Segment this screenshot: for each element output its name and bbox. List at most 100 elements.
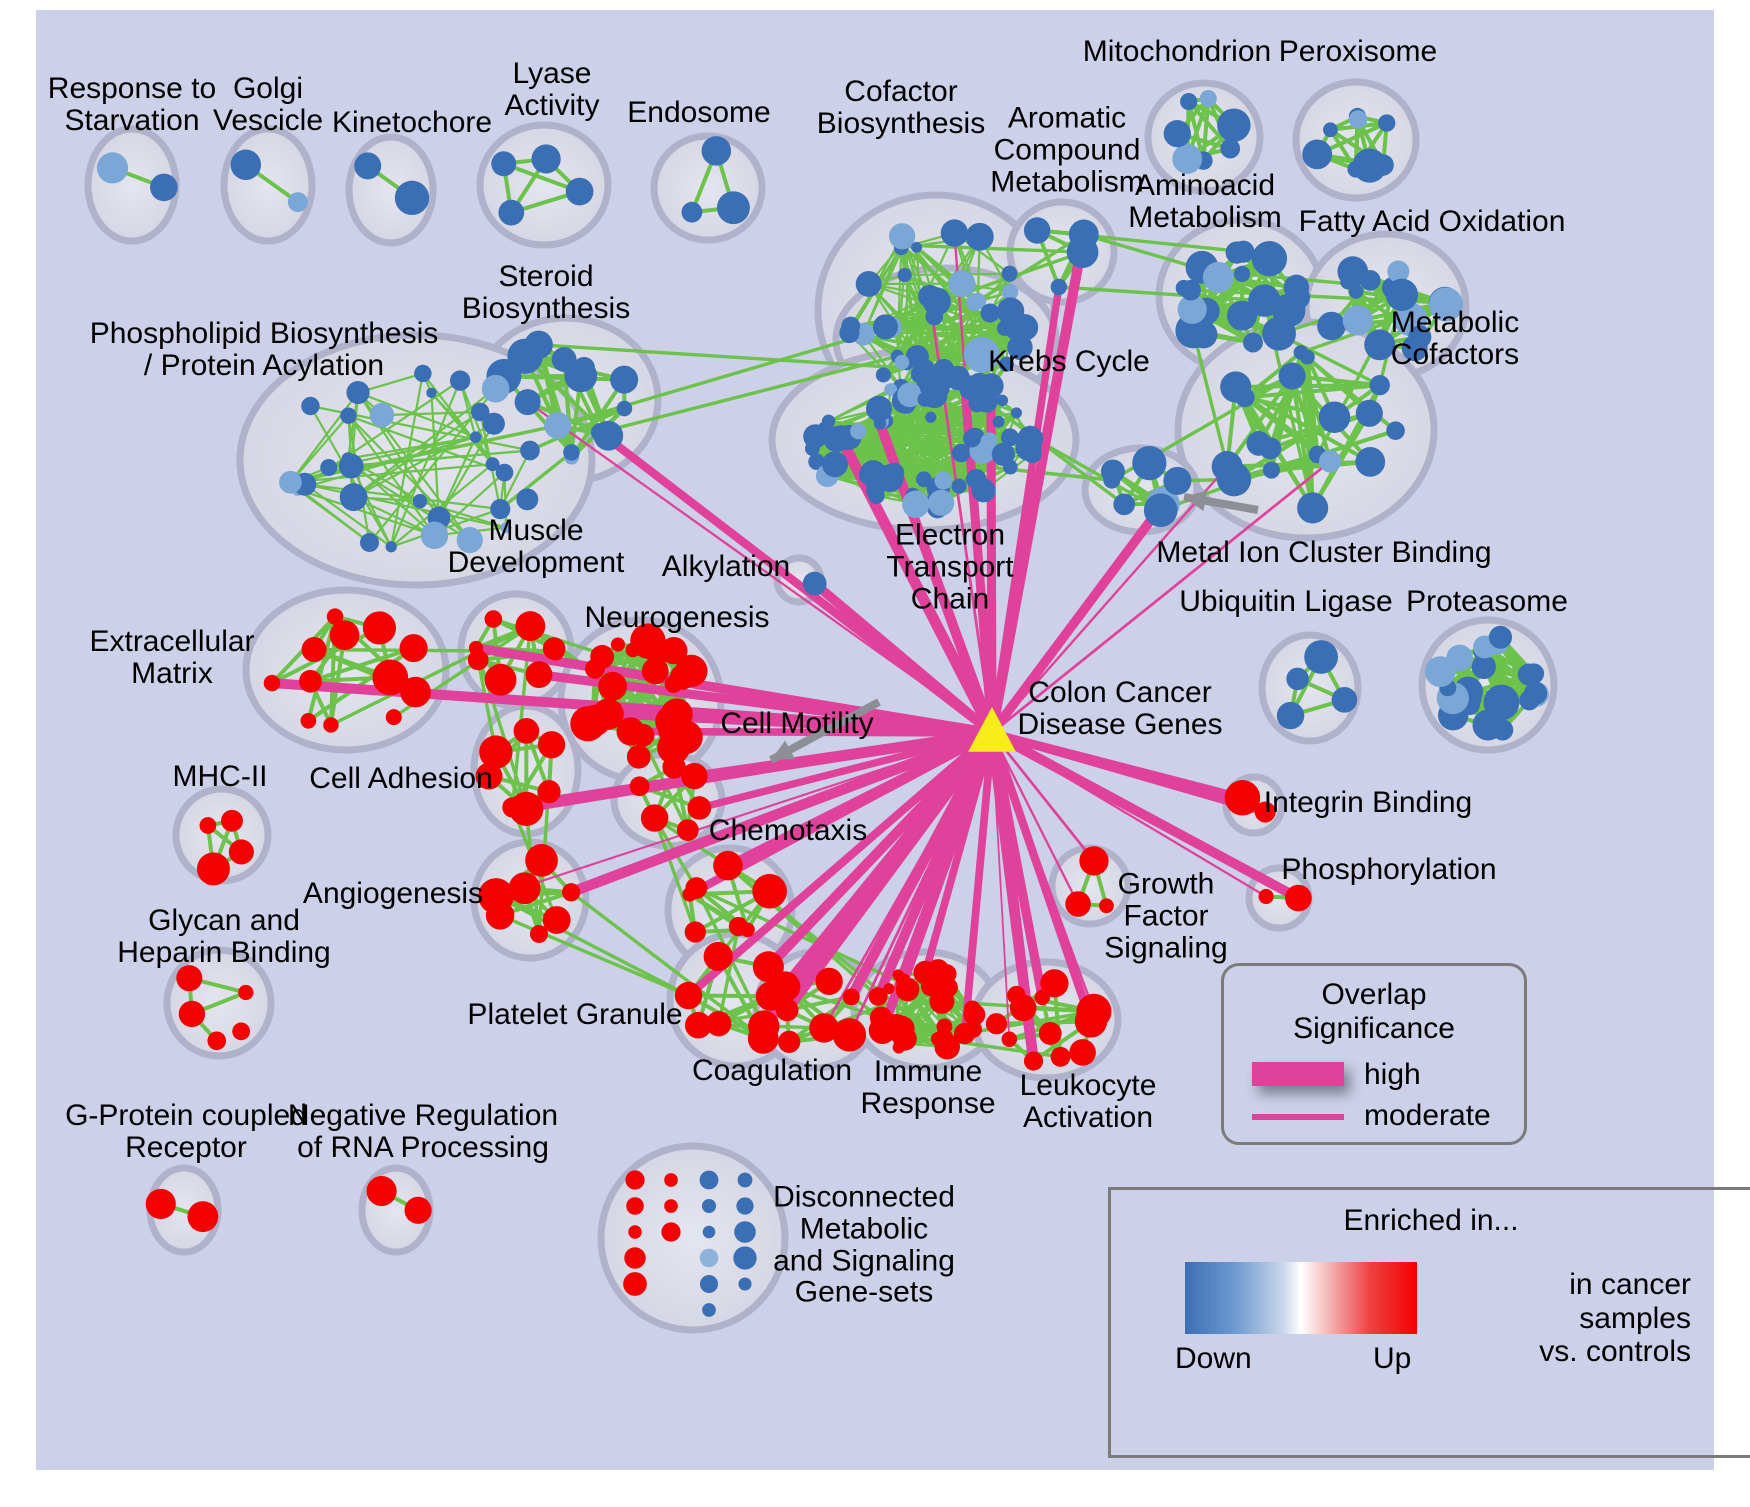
gene-set-node[interactable]	[1262, 316, 1296, 351]
gene-set-node[interactable]	[911, 241, 923, 253]
gene-set-node[interactable]	[404, 1196, 432, 1224]
gene-set-node[interactable]	[360, 533, 380, 553]
gene-set-node[interactable]	[1023, 1051, 1044, 1071]
gene-set-node[interactable]	[628, 1225, 642, 1239]
gene-set-node[interactable]	[178, 1000, 206, 1028]
gene-set-node[interactable]	[1023, 428, 1042, 447]
gene-set-node[interactable]	[490, 499, 511, 520]
gene-set-node[interactable]	[641, 657, 669, 685]
gene-set-node[interactable]	[963, 1003, 986, 1026]
gene-set-node[interactable]	[1318, 450, 1342, 473]
gene-set-node[interactable]	[1224, 779, 1261, 816]
gene-set-node[interactable]	[915, 471, 932, 488]
gene-set-node[interactable]	[669, 664, 695, 690]
gene-set-node[interactable]	[676, 819, 699, 842]
gene-set-node[interactable]	[238, 984, 254, 1001]
gene-set-node[interactable]	[775, 998, 799, 1022]
gene-set-node[interactable]	[565, 177, 594, 206]
gene-set-node[interactable]	[346, 381, 370, 405]
gene-set-node[interactable]	[702, 1225, 716, 1239]
gene-set-node[interactable]	[918, 284, 941, 308]
gene-set-node[interactable]	[414, 364, 432, 383]
gene-set-node[interactable]	[892, 1041, 905, 1054]
gene-set-node[interactable]	[287, 192, 308, 213]
gene-set-node[interactable]	[778, 1030, 801, 1054]
gene-set-node[interactable]	[485, 457, 500, 472]
gene-set-node[interactable]	[199, 817, 217, 834]
gene-set-node[interactable]	[478, 878, 514, 914]
gene-set-node[interactable]	[467, 649, 489, 671]
gene-set-node[interactable]	[1050, 1046, 1071, 1067]
gene-set-node[interactable]	[681, 762, 708, 790]
gene-set-node[interactable]	[865, 395, 892, 422]
gene-set-node[interactable]	[1248, 284, 1281, 317]
gene-set-node[interactable]	[1276, 701, 1305, 730]
gene-set-node[interactable]	[529, 924, 548, 943]
gene-set-node[interactable]	[1100, 459, 1125, 484]
gene-set-node[interactable]	[716, 191, 750, 225]
gene-set-node[interactable]	[232, 1022, 251, 1041]
gene-set-node[interactable]	[400, 676, 431, 708]
gene-set-node[interactable]	[662, 755, 686, 779]
gene-set-node[interactable]	[542, 906, 571, 934]
gene-set-node[interactable]	[897, 267, 912, 283]
gene-set-node[interactable]	[616, 717, 645, 746]
gene-set-node[interactable]	[925, 411, 937, 423]
gene-set-node[interactable]	[1010, 407, 1022, 419]
gene-set-node[interactable]	[976, 391, 998, 413]
gene-set-node[interactable]	[481, 374, 510, 403]
gene-set-node[interactable]	[542, 637, 566, 660]
gene-set-node[interactable]	[1098, 898, 1114, 914]
gene-set-node[interactable]	[624, 1247, 646, 1269]
gene-set-node[interactable]	[516, 488, 539, 511]
gene-set-node[interactable]	[1040, 969, 1069, 998]
gene-set-node[interactable]	[366, 1175, 397, 1207]
gene-set-node[interactable]	[1243, 332, 1263, 353]
gene-set-node[interactable]	[369, 402, 395, 428]
gene-set-node[interactable]	[176, 965, 203, 992]
gene-set-node[interactable]	[1001, 265, 1018, 282]
gene-set-node[interactable]	[263, 674, 281, 692]
gene-set-node[interactable]	[537, 731, 566, 759]
gene-set-node[interactable]	[491, 151, 517, 177]
gene-set-node[interactable]	[965, 474, 977, 485]
gene-set-node[interactable]	[228, 839, 254, 865]
gene-set-node[interactable]	[701, 1198, 717, 1214]
gene-set-node[interactable]	[1286, 285, 1311, 310]
gene-set-node[interactable]	[655, 706, 686, 737]
gene-set-node[interactable]	[301, 396, 320, 416]
gene-set-node[interactable]	[934, 1028, 954, 1047]
gene-set-node[interactable]	[484, 663, 517, 696]
gene-set-node[interactable]	[150, 173, 178, 202]
gene-set-node[interactable]	[513, 718, 540, 744]
hub-node-colon-cancer-disease-genes[interactable]	[968, 707, 1016, 752]
gene-set-node[interactable]	[520, 440, 540, 461]
gene-set-node[interactable]	[563, 444, 580, 461]
gene-set-node[interactable]	[1347, 160, 1365, 178]
gene-set-node[interactable]	[1297, 492, 1329, 524]
gene-set-node[interactable]	[713, 850, 743, 881]
gene-set-node[interactable]	[664, 1199, 678, 1213]
gene-set-node[interactable]	[644, 637, 671, 665]
gene-set-node[interactable]	[1177, 294, 1207, 324]
gene-set-node[interactable]	[1369, 374, 1390, 396]
gene-set-node[interactable]	[1446, 644, 1473, 672]
gene-set-node[interactable]	[1517, 663, 1540, 686]
gene-set-node[interactable]	[832, 1018, 867, 1052]
gene-set-node[interactable]	[822, 451, 849, 478]
gene-set-node[interactable]	[855, 270, 882, 297]
gene-set-node[interactable]	[187, 1201, 219, 1233]
gene-set-node[interactable]	[508, 872, 541, 905]
gene-set-node[interactable]	[657, 731, 690, 765]
gene-set-node[interactable]	[769, 971, 801, 1002]
gene-set-node[interactable]	[299, 669, 322, 693]
gene-set-node[interactable]	[948, 270, 976, 298]
gene-set-node[interactable]	[902, 490, 930, 518]
gene-set-node[interactable]	[1378, 114, 1396, 132]
gene-set-node[interactable]	[1074, 1005, 1108, 1038]
gene-set-node[interactable]	[1050, 278, 1068, 296]
gene-set-node[interactable]	[500, 522, 512, 534]
gene-set-node[interactable]	[1387, 260, 1410, 283]
gene-set-node[interactable]	[340, 407, 357, 424]
gene-set-node[interactable]	[1251, 241, 1288, 277]
